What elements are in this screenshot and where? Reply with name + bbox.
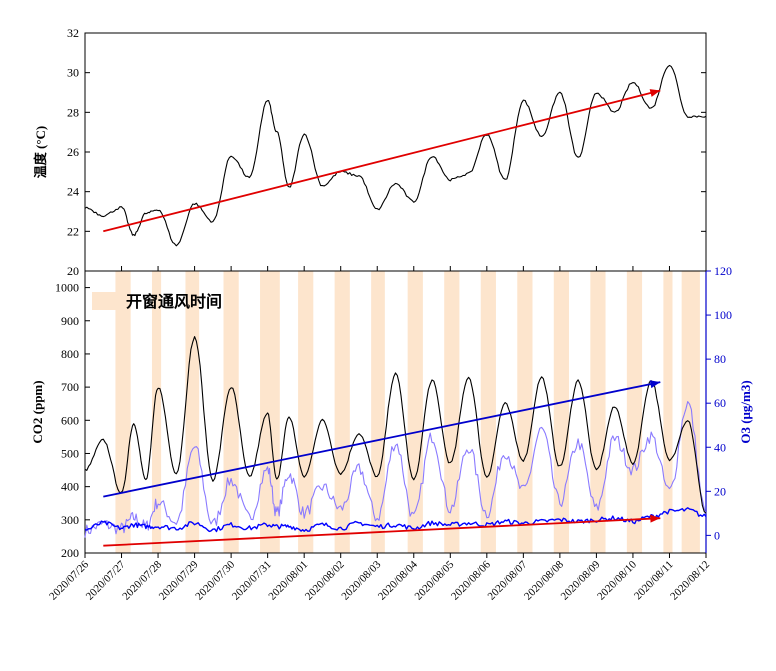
top-trend-arrowhead-1 <box>649 89 661 97</box>
bottom-series-4 <box>103 517 661 547</box>
bottom-ytick-label-2: 400 <box>61 480 79 494</box>
bottom-y2tick-label-3: 60 <box>714 396 726 410</box>
bottom-series-3 <box>103 381 661 498</box>
shaded-period-1 <box>151 271 162 553</box>
legend-label: 开窗通风时间 <box>126 292 222 311</box>
bottom-ytick-label-7: 900 <box>61 314 79 328</box>
shaded-period-15 <box>663 271 673 553</box>
bottom-y2tick-label-1: 20 <box>714 484 726 498</box>
bottom-ylabel: CO2 (ppm) <box>30 380 45 443</box>
top-ytick-label-6: 32 <box>67 26 79 40</box>
shaded-period-0 <box>115 271 131 553</box>
bottom-y2tick-label-6: 120 <box>714 264 732 278</box>
bottom-y2tick-label-5: 100 <box>714 308 732 322</box>
bottom-y2tick-label-4: 80 <box>714 352 726 366</box>
shaded-period-11 <box>517 271 533 553</box>
shaded-period-12 <box>553 271 570 553</box>
shaded-period-10 <box>480 271 496 553</box>
bottom-series-0 <box>84 336 707 514</box>
bottom-y2tick-label-2: 40 <box>714 440 726 454</box>
shaded-periods-layer <box>115 271 700 553</box>
bottom-trend-arrowhead-4 <box>650 514 661 523</box>
bottom-y2label: O3 (μg/m3) <box>738 380 753 443</box>
top-ytick-label-5: 30 <box>67 66 79 80</box>
shaded-period-6 <box>334 271 350 553</box>
shaded-period-13 <box>590 271 606 553</box>
top-ytick-label-2: 24 <box>67 185 79 199</box>
axes-layer <box>84 32 711 558</box>
shaded-period-2 <box>185 271 200 553</box>
bottom-series-2 <box>84 401 707 538</box>
top-ytick-label-3: 26 <box>67 145 79 159</box>
bottom-panel-frame <box>84 270 707 554</box>
shaded-period-3 <box>223 271 239 553</box>
legend-swatch <box>92 292 120 310</box>
bottom-ytick-label-4: 600 <box>61 413 79 427</box>
bottom-ytick-label-8: 1000 <box>55 281 79 295</box>
top-ylabel: 温度 (°C) <box>33 126 48 179</box>
top-series-0 <box>84 64 707 247</box>
bottom-ytick-label-5: 700 <box>61 380 79 394</box>
bottom-ytick-label-1: 300 <box>61 513 79 527</box>
bottom-ytick-label-6: 800 <box>61 347 79 361</box>
shaded-period-16 <box>681 271 700 553</box>
top-ytick-label-1: 22 <box>67 224 79 238</box>
shaded-period-4 <box>260 271 280 553</box>
bottom-ytick-label-0: 200 <box>61 546 79 560</box>
shaded-period-8 <box>407 271 423 553</box>
xtick-label-17: 2020/08/12 <box>668 559 712 603</box>
shaded-period-9 <box>444 271 460 553</box>
shaded-period-7 <box>371 271 385 553</box>
bottom-ytick-label-3: 500 <box>61 446 79 460</box>
top-ytick-label-4: 28 <box>67 105 79 119</box>
shaded-period-5 <box>298 271 314 553</box>
series-layer <box>84 64 707 547</box>
top-panel-frame <box>84 32 707 272</box>
bottom-y2tick-label-0: 0 <box>714 528 720 542</box>
top-ytick-label-0: 20 <box>67 264 79 278</box>
shaded-period-14 <box>626 271 643 553</box>
bottom-trend-arrowhead-3 <box>649 380 661 389</box>
labels-layer: 2022242628303220030040050060070080090010… <box>30 26 753 603</box>
top-series-1 <box>103 89 661 233</box>
